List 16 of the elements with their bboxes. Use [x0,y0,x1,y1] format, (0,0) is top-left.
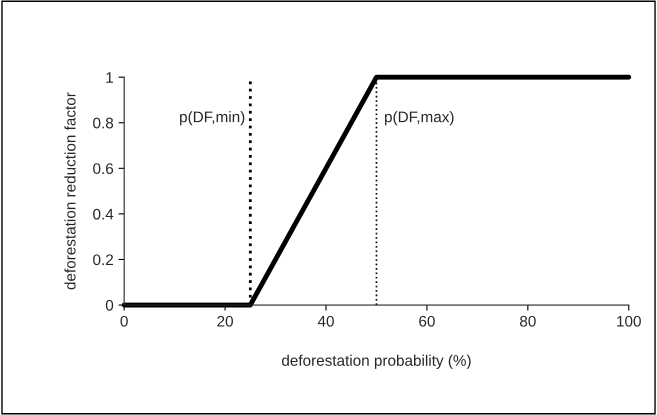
x-tick-label: 0 [120,316,128,327]
y-tick-label: 0 [106,300,114,311]
x-tick-label: 60 [419,316,435,327]
y-axis-title: deforestation reduction factor [64,92,76,290]
y-tick-label: 0.4 [93,208,114,220]
x-tick-label: 100 [617,316,641,327]
ref-line-label: p(DF,max) [385,111,454,126]
x-axis-title: deforestation probability (%) [282,354,471,369]
x-tick-label: 20 [217,316,233,327]
y-tick-label: 0.8 [93,118,114,128]
x-tick-label: 80 [520,316,536,327]
x-tick-label: 40 [318,316,334,327]
y-tick-label: 0.2 [93,254,113,266]
ref-line-label: p(DF,min) [180,111,244,126]
y-tick-label: 0.6 [93,163,114,174]
y-tick-label: 1 [106,72,114,83]
